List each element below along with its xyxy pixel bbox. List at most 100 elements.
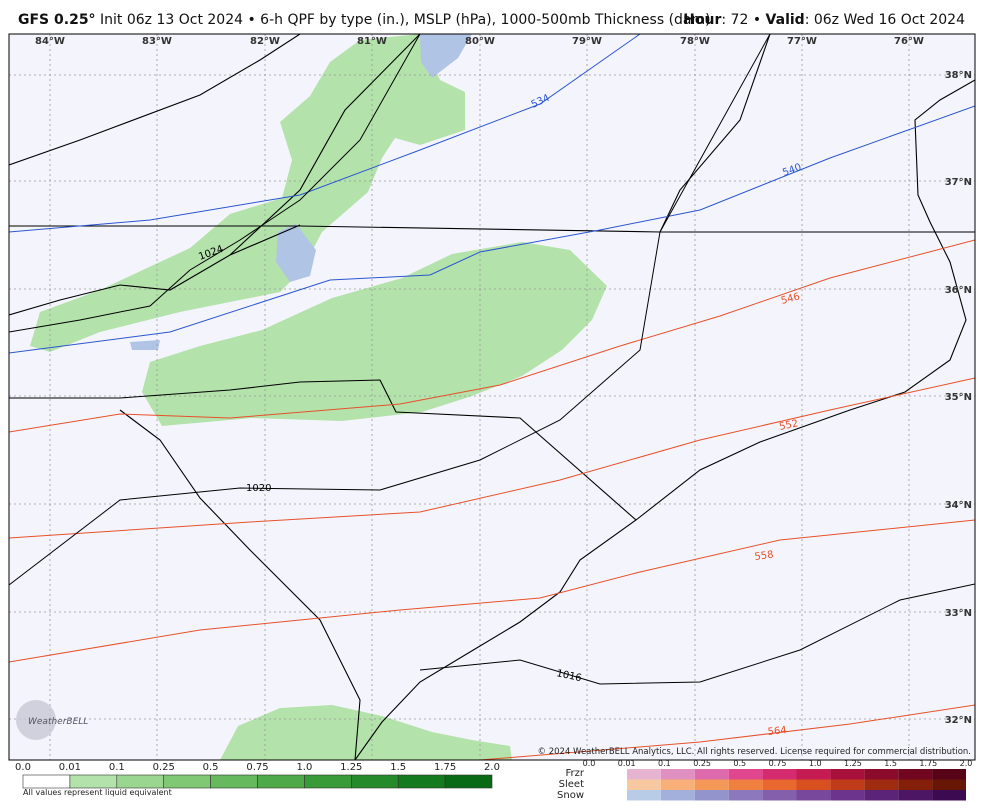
type-swatch — [762, 779, 797, 790]
rain-area — [30, 34, 465, 352]
lon-label: 80°W — [465, 36, 495, 47]
lon-label: 77°W — [787, 36, 817, 47]
scale-label: 0.0 — [15, 762, 31, 773]
thickness-cold — [9, 105, 975, 354]
contour-label: 558 — [754, 549, 774, 563]
scale-label: 1.5 — [390, 762, 406, 773]
border — [229, 34, 421, 256]
logo-text: WeatherBELL — [28, 717, 88, 727]
map-frame — [8, 33, 976, 761]
scale-label: 1.0 — [296, 762, 312, 773]
header: GFS 0.25° Init 06z 13 Oct 2024 • 6-h QPF… — [0, 0, 984, 34]
type-swatch — [898, 790, 933, 801]
copyright: © 2024 WeatherBELL Analytics, LLC. All r… — [538, 747, 971, 757]
type-swatch — [864, 790, 899, 801]
thickness-cold — [9, 34, 641, 233]
description: Init 06z 13 Oct 2024 • 6-h QPF by type (… — [100, 12, 711, 28]
scale-label: 2.0 — [484, 762, 500, 773]
type-swatch — [694, 779, 729, 790]
type-scale-label: 0.01 — [618, 759, 636, 768]
border — [659, 34, 771, 233]
thickness-cold — [9, 34, 975, 354]
type-scale-label: 0.75 — [769, 759, 787, 768]
lon-label: 82°W — [250, 36, 280, 47]
contour-label: 546 — [780, 291, 801, 307]
snow-areas — [130, 34, 472, 350]
scale-label: 0.25 — [153, 762, 175, 773]
scale-label: 0.5 — [203, 762, 219, 773]
type-swatch — [932, 769, 966, 780]
type-swatch — [830, 769, 865, 780]
type-scale-label: 0.1 — [658, 759, 671, 768]
type-swatch — [627, 790, 661, 801]
lon-label: 83°W — [142, 36, 172, 47]
type-swatch — [762, 790, 797, 801]
type-swatch — [660, 769, 695, 780]
border — [635, 79, 975, 521]
type-scale-label: 0.5 — [733, 759, 746, 768]
color-swatch — [257, 774, 305, 789]
type-label: Sleet — [559, 779, 584, 790]
type-scale-label: 0.25 — [693, 759, 711, 768]
border — [9, 225, 975, 233]
rain-area — [220, 705, 512, 760]
type-swatch — [627, 779, 661, 790]
thickness-warm — [9, 377, 975, 539]
valid: : 06z Wed 16 Oct 2024 — [804, 12, 965, 28]
type-swatch — [728, 769, 763, 780]
snow-area — [130, 340, 160, 350]
type-swatch — [830, 790, 865, 801]
logo-mark — [16, 700, 56, 740]
title: GFS 0.25° Init 06z 13 Oct 2024 • 6-h QPF… — [18, 12, 711, 28]
color-swatch — [304, 774, 352, 789]
isobar — [9, 34, 421, 333]
color-swatch — [397, 774, 446, 789]
contour-label: 1020 — [246, 483, 271, 494]
lat-label: 33°N — [945, 608, 972, 619]
type-swatch — [932, 779, 966, 790]
type-swatch — [830, 779, 865, 790]
type-swatch — [694, 769, 729, 780]
isobar — [9, 34, 771, 586]
border — [9, 379, 637, 521]
type-scale-label: 1.25 — [844, 759, 862, 768]
scale-label: 1.25 — [340, 762, 362, 773]
rain-areas — [30, 34, 607, 760]
type-scale-label: 0.0 — [583, 759, 596, 768]
rain-area — [142, 242, 607, 426]
isobars — [9, 34, 975, 685]
snow-area — [420, 34, 472, 78]
lat-label: 38°N — [945, 70, 972, 81]
type-swatch — [728, 779, 763, 790]
type-swatch — [864, 769, 899, 780]
lat-label: 35°N — [945, 392, 972, 403]
type-swatch — [660, 790, 695, 801]
valid-label: Valid — [765, 12, 805, 28]
thickness-warm — [9, 239, 975, 760]
hour: : 72 • — [721, 12, 762, 28]
thickness-warm — [9, 239, 975, 433]
type-swatch — [898, 779, 933, 790]
thickness-warm — [9, 519, 975, 663]
type-swatch — [796, 779, 831, 790]
graticule — [9, 34, 975, 760]
color-swatch — [116, 774, 165, 789]
type-swatch — [864, 779, 899, 790]
type-swatch — [932, 790, 966, 801]
lon-label: 84°W — [35, 36, 65, 47]
type-scale-label: 1.5 — [884, 759, 897, 768]
type-swatch — [898, 769, 933, 780]
hour-label: Hour — [683, 12, 722, 28]
type-swatch — [762, 769, 797, 780]
lat-label: 36°N — [945, 285, 972, 296]
scale-label: 0.1 — [109, 762, 125, 773]
thickness-warm — [479, 704, 975, 760]
type-swatch — [796, 769, 831, 780]
lat-label: 32°N — [945, 715, 972, 726]
snow-area — [276, 224, 316, 282]
map-layers — [9, 34, 975, 760]
color-swatch — [22, 774, 71, 789]
legend-note: All values represent liquid equivalent — [23, 788, 172, 797]
